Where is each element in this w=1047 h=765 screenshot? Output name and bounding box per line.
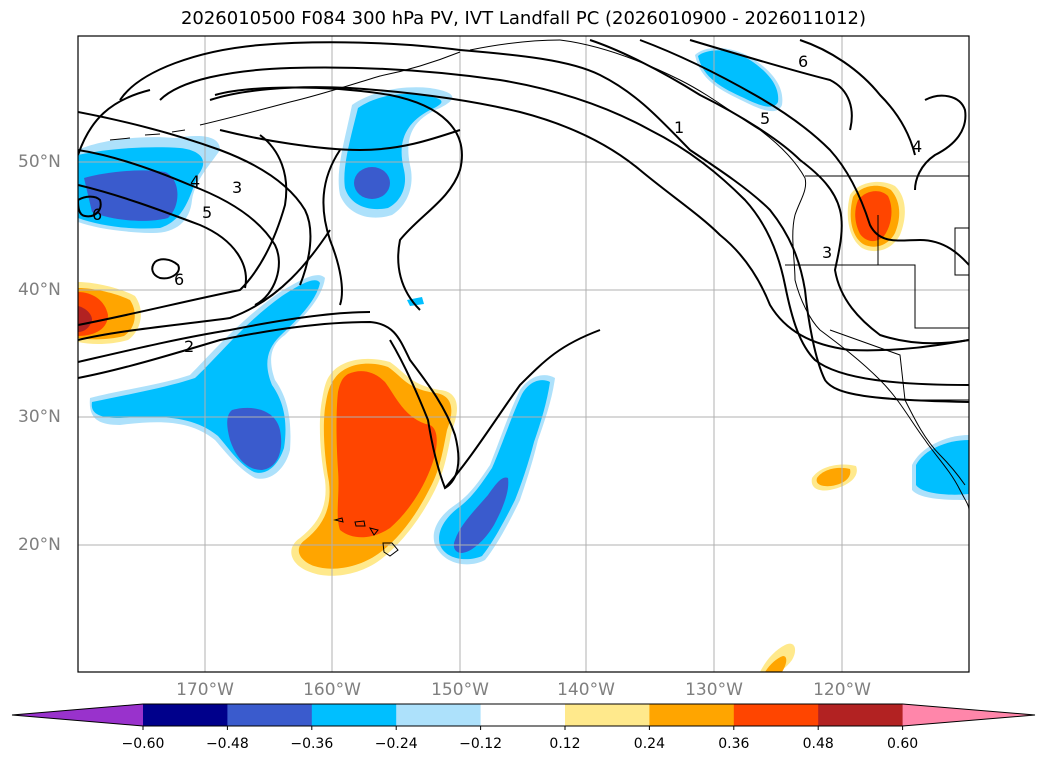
pv-contour-labels: 6 3 5 6 2 4 1 5 6 4 3	[92, 52, 922, 356]
colorbar-tick-label: −0.12	[459, 736, 503, 752]
lon-label: 120°W	[813, 680, 871, 700]
colorbar-tick-label: 0.48	[802, 736, 834, 752]
lat-label: 50°N	[18, 152, 61, 172]
map-title: 2026010500 F084 300 hPa PV, IVT Landfall…	[180, 8, 867, 29]
lon-label: 130°W	[685, 680, 743, 700]
lat-label: 20°N	[18, 535, 61, 555]
contour-label: 1	[674, 118, 684, 137]
positive-anomaly-shading	[78, 181, 905, 672]
colorbar-segment	[733, 704, 819, 726]
colorbar-segment	[311, 704, 397, 726]
colorbar-extend-min	[12, 704, 143, 726]
lon-label: 150°W	[431, 680, 489, 700]
pv-contours	[78, 39, 969, 490]
negative-anomaly-shading	[78, 47, 969, 565]
colorbar-segment	[818, 704, 904, 726]
contour-label: 4	[190, 172, 200, 191]
plot-frame	[77, 35, 970, 673]
contour-label: 3	[232, 178, 242, 197]
contour-label: 2	[184, 337, 194, 356]
contour-label: 4	[912, 137, 922, 156]
colorbar-segment	[396, 704, 482, 726]
lon-label: 160°W	[303, 680, 361, 700]
colorbar-tick-label: −0.60	[121, 736, 165, 752]
colorbar-tick-label: 0.12	[549, 736, 581, 752]
contour-label: 5	[760, 109, 770, 128]
colorbar-extend-max	[902, 704, 1035, 726]
lon-label: 140°W	[557, 680, 615, 700]
contour-label: 6	[92, 205, 102, 224]
contour-label: 6	[174, 270, 184, 289]
lon-label: 170°W	[176, 680, 234, 700]
contour-label: 6	[798, 52, 808, 71]
colorbar-tick-label: −0.36	[290, 736, 334, 752]
colorbar-segment	[480, 704, 566, 726]
contour-label: 5	[202, 203, 212, 222]
gridlines	[78, 36, 969, 672]
colorbar-tick-label: 0.24	[633, 736, 665, 752]
colorbar	[11, 703, 1036, 730]
colorbar-tick-label: −0.48	[205, 736, 249, 752]
colorbar-segment	[227, 704, 313, 726]
colorbar-tick-label: 0.36	[718, 736, 750, 752]
contour-label: 3	[822, 243, 832, 262]
coastlines	[109, 39, 969, 557]
colorbar-tick-label: 0.60	[887, 736, 919, 752]
lat-label: 40°N	[18, 280, 61, 300]
colorbar-tick-label: −0.24	[374, 736, 418, 752]
colorbar-segment	[565, 704, 650, 726]
lat-label: 30°N	[18, 407, 61, 427]
colorbar-segment	[143, 704, 228, 726]
colorbar-segment	[649, 704, 735, 726]
